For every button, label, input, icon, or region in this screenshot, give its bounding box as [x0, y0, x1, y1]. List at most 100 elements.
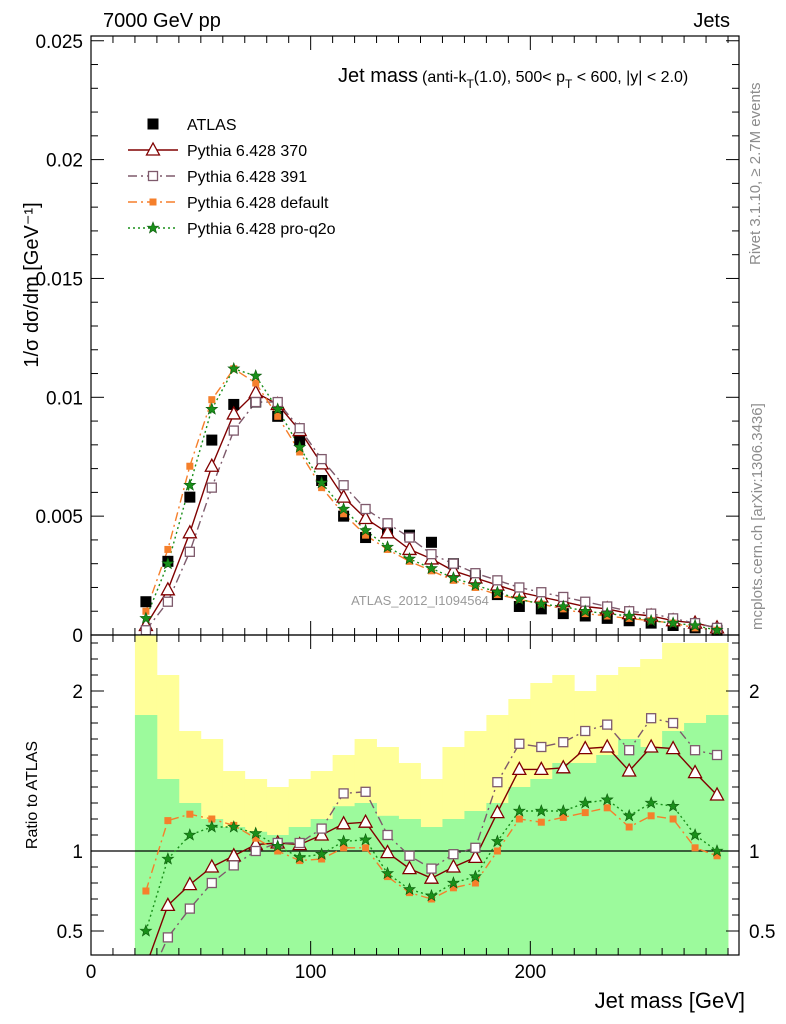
- side-label-mcplots: mcplots.cern.ch [arXiv:1306.3436]: [749, 403, 766, 630]
- ratio-point-s3-24: [666, 799, 680, 812]
- ratio-point-s1-9: [338, 788, 349, 799]
- ratio-point-s1-13: [426, 863, 437, 874]
- ratio-frame: [90, 634, 740, 956]
- main-point-s2-5: [250, 396, 261, 408]
- legend-label-1: Pythia 6.428 370: [187, 143, 307, 160]
- main-point-s0-17: [513, 600, 525, 612]
- main-point-s4-18: [534, 597, 548, 610]
- main-point-s0-7: [294, 434, 306, 446]
- ratio-point-s3-14: [446, 876, 460, 889]
- main-point-s3-3: [208, 396, 216, 404]
- main-plot-content: [138, 361, 725, 636]
- main-point-s4-21: [600, 606, 614, 620]
- legend-label-4: Pythia 6.428 pro-q2o: [187, 221, 336, 238]
- ratio-point-s3-6: [271, 839, 285, 852]
- legend-label-2: Pythia 6.428 391: [187, 169, 307, 186]
- main-ytick-label-3: 0.015: [35, 269, 83, 290]
- ratio-point-s3-17: [512, 804, 526, 817]
- ratio-point-s0-9: [336, 815, 352, 830]
- main-point-s0-18: [535, 603, 547, 615]
- main-panel: 0 0.005 0.01 0.015 0.02 0.025 Jet mass (anti-…: [21, 32, 740, 647]
- main-point-s0-3: [206, 434, 218, 446]
- side-label-rivet: Rivet 3.1.10, ≥ 2.7M events: [747, 83, 764, 266]
- ratio-band-stat-5: [244, 831, 268, 955]
- ratio-point-s1-10: [360, 786, 371, 797]
- ratio-point-s0-8: [314, 826, 330, 841]
- ratio-point-s0-12: [401, 860, 418, 875]
- ratio-point-s3-19: [556, 804, 570, 817]
- ratio-ytick-label-right-1: 1: [749, 842, 760, 863]
- main-point-s2-2: [184, 546, 195, 557]
- ratio-panel: 0.5 0.5 1 1 2 2 0 100 200 Ratio to ATLAS Jet ma…: [24, 634, 775, 1013]
- ratio-ytick-label-right-0: 0.5: [749, 922, 775, 943]
- ratio-point-s1-21: [602, 719, 613, 730]
- main-point-s3-1: [164, 545, 172, 553]
- ratio-point-s3-11: [380, 866, 395, 880]
- ratio-band-stat-9: [332, 806, 355, 955]
- ratio-point-s0-19: [555, 759, 571, 774]
- main-point-s4-8: [315, 476, 329, 489]
- ratio-point-s0-10: [357, 813, 374, 828]
- ratio-point-s3-2: [183, 828, 197, 841]
- main-point-s4-0: [139, 611, 153, 624]
- ratio-point-s1-16: [492, 777, 503, 788]
- ratio-point-s1-8: [316, 823, 327, 834]
- ratio-point-s0-2: [182, 876, 198, 891]
- x-axis-label: Jet mass [GeV]: [595, 988, 745, 1013]
- main-point-s4-25: [688, 618, 702, 632]
- ratio-point-s1-0: [141, 983, 150, 992]
- ratio-point-s2-22: [625, 823, 633, 831]
- ratio-ytick-label-right-2: 2: [749, 682, 760, 703]
- main-point-s4-9: [337, 502, 351, 515]
- main-point-s4-17: [512, 592, 526, 605]
- ratio-point-s2-2: [186, 810, 194, 818]
- ratio-point-s0-14: [445, 858, 462, 873]
- main-point-s2-3: [206, 482, 217, 493]
- ratio-point-s3-15: [468, 869, 482, 883]
- main-point-s2-10: [360, 503, 371, 515]
- main-point-s4-23: [644, 613, 658, 627]
- ratio-point-s2-1: [164, 817, 172, 825]
- main-point-s4-24: [666, 616, 680, 629]
- ratio-point-s3-18: [534, 804, 548, 817]
- ratio-ytick-label-0: 0.5: [57, 922, 83, 943]
- ratio-point-s0-21: [599, 738, 615, 753]
- ratio-point-s0-25: [687, 764, 703, 779]
- ratio-band-stat-0: [134, 715, 158, 955]
- ratio-point-s1-1: [162, 932, 174, 943]
- legend-marker-4: [146, 221, 160, 234]
- ratio-point-s2-9: [340, 844, 348, 852]
- main-point-s4-15: [468, 578, 482, 591]
- main-point-s1-5: [248, 384, 264, 399]
- ratio-point-s3-26: [710, 844, 724, 857]
- plot-title-detail: (anti-kT(1.0), 500< pT < 600, |y| < 2.0): [422, 69, 688, 91]
- ratio-point-s1-12: [404, 850, 415, 861]
- main-point-s2-7: [294, 423, 305, 434]
- ratio-band-stat-20: [574, 763, 597, 955]
- ratio-band-stat-22: [618, 739, 641, 955]
- ratio-point-s2-5: [252, 834, 260, 842]
- main-point-s1-1: [160, 581, 176, 596]
- main-point-s4-13: [424, 561, 439, 575]
- ratio-point-s1-25: [689, 745, 701, 756]
- ratio-point-s2-23: [647, 812, 655, 820]
- main-point-s2-15: [470, 568, 481, 579]
- main-point-s4-4: [227, 361, 241, 375]
- ratio-point-s3-0: [139, 924, 153, 937]
- ratio-point-s2-15: [471, 879, 479, 887]
- main-point-s3-6: [274, 412, 282, 420]
- ratio-xtick-label-2: 200: [514, 962, 546, 983]
- ratio-band-stat-8: [310, 819, 334, 955]
- main-ytick-label-2: 0.01: [46, 388, 83, 409]
- main-point-s4-14: [446, 571, 460, 584]
- main-point-s3-5: [252, 379, 260, 387]
- ratio-point-s3-12: [402, 882, 417, 896]
- main-point-s2-9: [338, 480, 349, 491]
- ratio-point-s0-16: [489, 804, 505, 819]
- main-point-s2-17: [514, 582, 525, 593]
- main-point-s2-8: [316, 453, 327, 465]
- main-point-s0-4: [228, 398, 240, 410]
- main-point-s3-10: [362, 531, 370, 539]
- main-point-s1-9: [336, 488, 352, 503]
- main-point-s1-3: [204, 457, 220, 472]
